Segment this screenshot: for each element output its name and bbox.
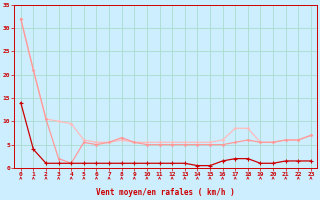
X-axis label: Vent moyen/en rafales ( km/h ): Vent moyen/en rafales ( km/h )	[96, 188, 235, 197]
